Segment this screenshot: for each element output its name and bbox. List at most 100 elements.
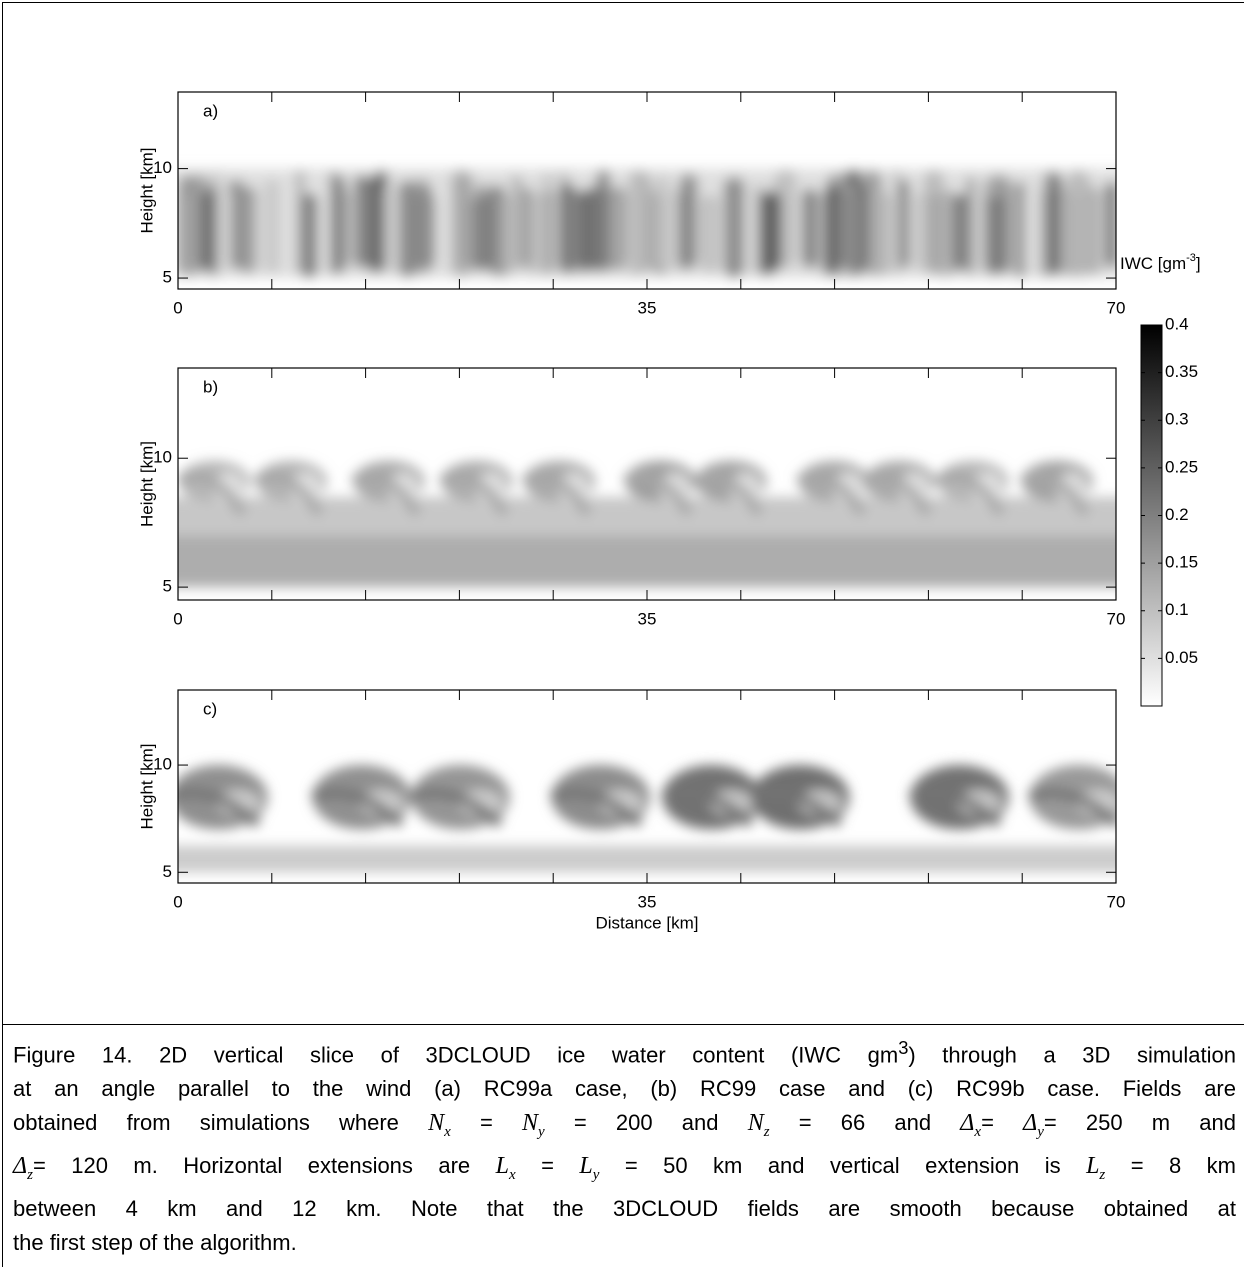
cloud-streak — [559, 182, 574, 272]
x-tick-label: 70 — [1107, 298, 1126, 317]
cloud-base — [178, 845, 1116, 873]
cloud-streak — [295, 170, 305, 273]
colorbar-label-sup: -3 — [1186, 252, 1196, 264]
caption-text: = 66 and — [769, 1110, 961, 1136]
math-subscript: y — [1037, 1124, 1044, 1141]
cloud-hook — [520, 471, 593, 517]
cloud-streak — [300, 193, 318, 278]
cloud-streak — [924, 169, 944, 276]
cloud-hook — [621, 471, 694, 517]
caption-text: ) through a 3D simulation — [908, 1042, 1237, 1068]
cloud-streak — [763, 192, 782, 272]
math-symbol: N — [747, 1110, 764, 1137]
caption-text: between 4 km and 12 km. Note that the 3D… — [13, 1195, 1236, 1221]
cloud-hook — [860, 471, 933, 517]
cloud-field — [178, 168, 1116, 279]
colorbar-tick-label: 0.3 — [1165, 410, 1189, 429]
caption-line: Figure 14. 2D vertical slice of 3DCLOUD … — [13, 1031, 1236, 1072]
caption-text: Figure 14. 2D vertical slice of 3DCLOUD … — [13, 1042, 899, 1068]
cloud-hook — [908, 787, 1003, 828]
cloud-core — [289, 472, 322, 504]
colorbar-tick-label: 0.2 — [1165, 505, 1189, 524]
caption-sup: 3 — [898, 1037, 909, 1058]
cloud-hook — [178, 787, 262, 828]
cloud-streak — [1016, 181, 1025, 279]
cloud-streak — [450, 169, 473, 277]
math-subscript: x — [508, 1166, 516, 1183]
cloud-hook — [660, 787, 755, 828]
caption-math: Δz — [13, 1153, 33, 1183]
cloud-streak — [199, 190, 216, 272]
cloud-streak — [588, 185, 598, 272]
cloud-streak — [700, 194, 720, 273]
cloud-hook — [549, 787, 644, 828]
y-axis-label: Height [km] — [137, 744, 156, 830]
cloud-streak — [870, 190, 892, 276]
cloud-streak — [540, 189, 555, 273]
caption-math: Nz — [747, 1110, 770, 1140]
caption-text: = — [450, 1110, 523, 1136]
cloud-hook — [1027, 787, 1116, 828]
caption-math: Nx — [428, 1110, 451, 1140]
caption-text: = 200 and — [544, 1110, 748, 1136]
y-axis-label: Height [km] — [137, 148, 156, 234]
math-subscript: z — [763, 1124, 770, 1141]
math-symbol: Δ — [13, 1153, 28, 1180]
cloud-streak — [840, 191, 863, 271]
cloud-streak — [239, 186, 258, 274]
cloud-streak — [607, 185, 628, 272]
x-tick-label: 0 — [173, 892, 182, 911]
cloud-hook — [350, 471, 422, 517]
cloud-mid — [178, 496, 1116, 536]
x-tick-label: 35 — [638, 298, 657, 317]
x-tick-label: 0 — [173, 609, 182, 628]
cloud-core — [832, 472, 865, 504]
cloud-hook — [409, 787, 504, 828]
colorbar-tick-label: 0.05 — [1165, 648, 1198, 667]
caption-math: Δx — [960, 1110, 981, 1140]
y-axis-label: Height [km] — [137, 441, 156, 527]
cloud-hook — [1018, 471, 1091, 517]
cloud-blur — [178, 460, 1116, 588]
figure: 0 35 70 5 10 a) Height [km] 0 35 70 5 10 b) Height [k… — [137, 91, 1201, 932]
cloud-core — [215, 789, 261, 816]
caption-line: between 4 km and 12 km. Note that the 3D… — [13, 1192, 1236, 1226]
cloud-core — [956, 789, 1002, 816]
math-subscript: y — [538, 1124, 545, 1141]
cloud-hook — [178, 471, 248, 517]
cloud-streak — [520, 186, 533, 268]
cloud-core — [1055, 472, 1088, 504]
cloud-streak — [679, 173, 698, 270]
math-symbol: N — [428, 1110, 445, 1137]
colorbar-tick-label: 0.15 — [1165, 553, 1198, 572]
math-symbol: L — [495, 1153, 509, 1180]
colorbar-tick-label: 0.25 — [1165, 457, 1198, 476]
caption-text: the first step of the algorithm. — [13, 1229, 297, 1255]
caption-text: = 120 m. Horizontal extensions are — [32, 1153, 496, 1179]
cloud-streak — [1058, 185, 1074, 276]
cloud-hook — [748, 787, 843, 828]
colorbar-label-text: IWC [gm — [1120, 254, 1186, 273]
caption-line: the first step of the algorithm. — [13, 1226, 1236, 1260]
cloud-hook — [692, 471, 764, 517]
cloud-hook — [934, 471, 1006, 517]
cloud-streak — [596, 169, 610, 272]
math-subscript: x — [974, 1124, 982, 1141]
cloud-streak — [382, 184, 399, 274]
cloud-blur — [178, 765, 1116, 873]
cloud-streak — [826, 188, 838, 275]
cloud-core — [797, 789, 842, 816]
cloud-core — [387, 472, 420, 504]
colorbar-label-end: ] — [1196, 254, 1201, 273]
math-subscript: z — [1099, 1166, 1106, 1183]
caption-math: Lx — [495, 1153, 516, 1183]
cloud-streak — [1104, 181, 1116, 268]
caption-math: Ny — [522, 1110, 545, 1140]
cloud-hook — [252, 471, 325, 517]
cloud-streak — [629, 170, 639, 278]
caption: Figure 14. 2D vertical slice of 3DCLOUD … — [2, 1024, 1244, 1267]
colorbar-label: IWC [gm-3] — [1120, 252, 1201, 274]
cloud-blur — [178, 168, 1116, 279]
cloud-streak — [329, 171, 339, 275]
